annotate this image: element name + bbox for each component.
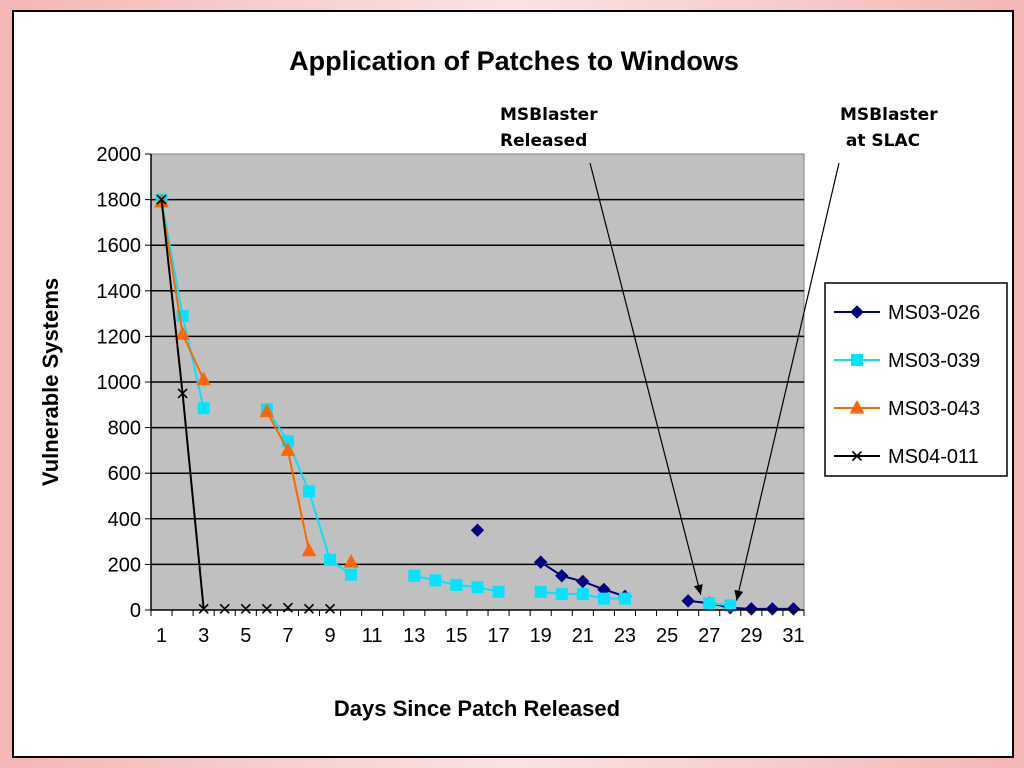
data-point (176, 309, 189, 322)
y-tick-label: 1000 (97, 372, 142, 394)
x-tick-label: 17 (487, 625, 509, 647)
data-point (470, 523, 485, 537)
x-tick-label: 27 (698, 625, 720, 647)
y-tick-label: 400 (108, 509, 141, 531)
chart-frame: Application of Patches to Windows 0 200 40… (12, 10, 1014, 758)
data-point (533, 555, 548, 569)
data-point (492, 585, 505, 598)
series-ms03-043 (154, 193, 359, 568)
data-point (703, 597, 716, 610)
data-point (450, 578, 463, 591)
y-tick-label: 200 (108, 554, 141, 576)
legend-marker (849, 399, 865, 414)
legend-marker (850, 305, 864, 319)
legend-label: MS04-011 (888, 446, 979, 468)
data-point (302, 485, 315, 498)
data-point (301, 542, 317, 557)
data-point (259, 403, 275, 418)
annotation-arrowhead (734, 589, 744, 601)
data-point (197, 402, 210, 415)
data-point (786, 602, 801, 616)
y-axis-title: Vulnerable Systems (38, 278, 63, 486)
data-point (156, 194, 167, 205)
annotation-text: at SLAC (840, 131, 920, 151)
data-point (408, 569, 421, 582)
data-point (597, 592, 610, 605)
annotation-1: MSBlaster Released (500, 105, 703, 596)
data-point (280, 442, 296, 456)
annotation-text: Released (500, 131, 587, 151)
data-point (219, 603, 230, 614)
x-axis-title: Days Since Patch Released (334, 696, 620, 721)
annotation-arrowhead (693, 584, 703, 595)
annotation-text: MSBlaster (500, 105, 598, 125)
annotation-arrow-line (589, 162, 702, 596)
x-tick-label: 13 (403, 625, 425, 647)
annotations: MSBlaster Released MSBlaster at SLAC (500, 105, 938, 601)
y-tick-label: 1800 (97, 190, 142, 212)
x-tick-label: 1 (156, 625, 167, 647)
data-point (345, 568, 358, 581)
data-point (175, 326, 190, 340)
y-tick-label: 0 (130, 600, 141, 622)
axes (145, 153, 805, 616)
data-point (324, 603, 336, 614)
x-tick-label: 3 (198, 625, 209, 647)
y-tick-label: 800 (108, 418, 141, 440)
data-point (534, 585, 547, 598)
data-point (240, 603, 251, 614)
data-point (429, 574, 442, 587)
x-tick-label: 15 (445, 625, 467, 647)
x-tick-label: 25 (656, 625, 678, 647)
data-point (196, 371, 212, 386)
y-tick-label: 1200 (97, 326, 142, 348)
legend-marker (851, 354, 863, 366)
x-tick-label: 9 (324, 625, 335, 647)
legend-marker (851, 450, 863, 462)
x-tick-label: 31 (782, 625, 804, 647)
data-point (471, 581, 484, 594)
patch-chart: Application of Patches to Windows 0 200 40… (38, 46, 1008, 721)
series-ms04-011 (156, 194, 336, 614)
data-point (324, 553, 337, 566)
chart-title: Application of Patches to Windows (289, 46, 739, 76)
x-tick-label: 29 (740, 625, 762, 647)
y-tick-label: 1600 (97, 235, 142, 257)
data-point (576, 588, 589, 601)
data-point (177, 388, 188, 399)
y-tick-label: 1400 (97, 281, 142, 303)
legend-label: MS03-043 (888, 398, 980, 420)
annotation-text: MSBlaster (840, 105, 938, 125)
annotation-arrow-line (736, 162, 840, 601)
legend-label: MS03-039 (888, 350, 980, 372)
series-ms03-039 (155, 193, 737, 612)
data-point (744, 602, 759, 616)
x-tick-label: 11 (362, 625, 383, 647)
data-point (765, 602, 780, 616)
grid-lines (151, 198, 804, 566)
x-tick-label: 7 (282, 625, 293, 647)
x-tick-label: 23 (614, 625, 636, 647)
data-point (343, 554, 359, 568)
annotation-2: MSBlaster at SLAC (734, 105, 938, 601)
data-point (724, 599, 737, 612)
data-point (555, 588, 568, 601)
data-point (198, 603, 209, 614)
legend: MS03-026 MS03-039 MS03-043 MS04-011 (824, 282, 1008, 477)
data-point (681, 594, 695, 608)
y-tick-label: 2000 (97, 144, 142, 166)
data-point (555, 569, 569, 583)
data-point (261, 603, 272, 614)
data-point (618, 592, 631, 605)
data-point (576, 574, 590, 589)
legend-label: MS03-026 (888, 302, 980, 324)
data-point (303, 603, 315, 614)
y-tick-label: 600 (108, 463, 141, 485)
x-tick-label: 21 (572, 625, 594, 647)
x-tick-label: 5 (240, 625, 251, 647)
x-tick-label: 19 (530, 625, 552, 647)
